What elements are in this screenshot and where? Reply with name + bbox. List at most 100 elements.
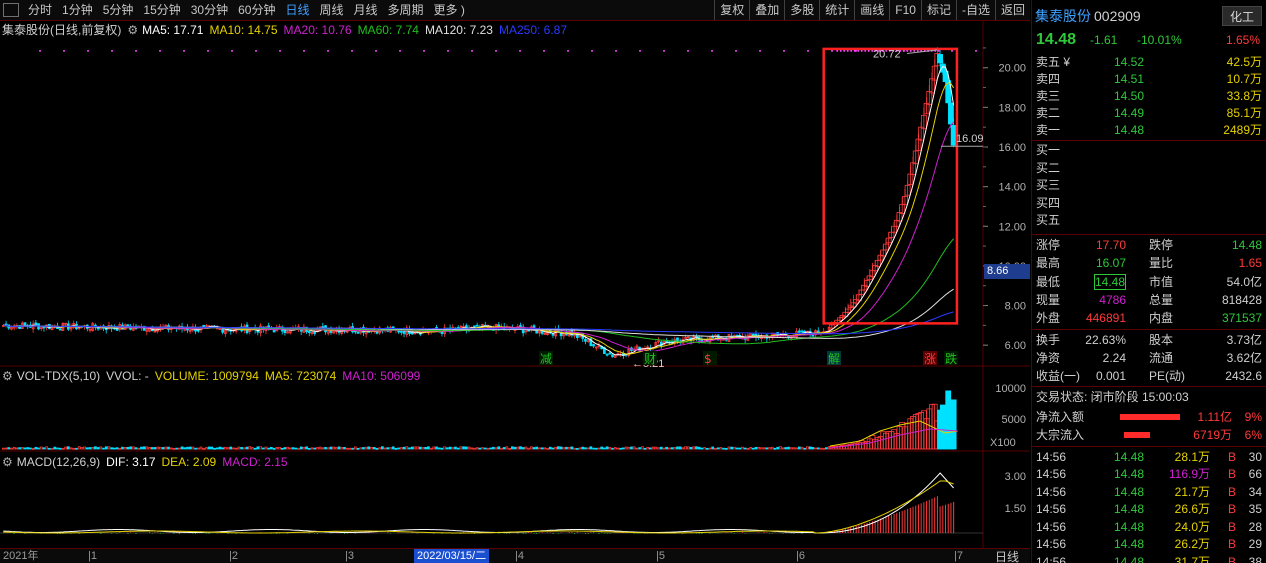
price-change-pct: -10.01% [1137,33,1182,47]
tool-button-0[interactable]: 复权 [714,0,749,20]
volume-bar [196,447,200,450]
candle-up [627,348,631,356]
volume-bar [546,447,549,450]
volume-bar [686,446,690,450]
stat-label: PE(动) [1149,368,1186,383]
ma20-value: MA20: 10.76 [283,23,352,37]
tick-price: 14.48 [1114,502,1145,516]
stat2-row-2: 收益(一) 0.001 PE(动) 2432.6 [1032,367,1266,385]
settings-gear-icon[interactable]: ⚙ [2,455,13,469]
candle-down [115,328,119,331]
tool-button-3[interactable]: 统计 [819,0,854,20]
tool-button-2[interactable]: 多股 [784,0,819,20]
stock-name[interactable]: 集泰股份 002909 [1035,6,1141,26]
volume-ma5-line [829,420,959,447]
tool-button-1[interactable]: 叠加 [749,0,784,20]
volume-bar [489,447,493,450]
bid-row-3[interactable]: 买三 [1032,177,1266,194]
volume-bar [521,447,525,450]
limit-up-dot [846,49,849,52]
candle-up [657,340,660,343]
tool-button-5[interactable]: F10 [889,0,921,20]
trade-status: 交易状态: 闭市阶段 15:00:03 [1036,389,1189,404]
volume-bar [779,446,782,450]
period-tab-6[interactable]: 日线 [285,3,310,17]
period-tab-2[interactable]: 5分钟 [102,3,134,17]
ask-row-3[interactable]: 卖三 14.50 33.8万 [1032,88,1266,105]
tool-button-7[interactable]: -自选 [955,0,995,20]
volume-bar [950,399,957,450]
period-tab-8[interactable]: 月线 [353,3,378,17]
flow-row-1: 大宗流入 6719万 6% [1032,426,1266,444]
volume-bar [294,447,298,450]
signal-dot [879,49,881,52]
volume-bar [662,447,666,450]
settings-gear-icon[interactable]: ⚙ [2,369,13,383]
settings-gear-icon[interactable]: ⚙ [127,23,139,37]
volume-bar [148,447,151,450]
volume-bar [589,446,593,450]
volume-bar [475,447,479,450]
volume-bar [353,446,357,450]
period-tab-4[interactable]: 30分钟 [190,3,229,17]
period-tab-0[interactable]: 分时 [28,3,53,17]
industry-button[interactable]: 化工 [1222,6,1262,26]
ask-row-1[interactable]: 卖一 14.48 2489万 [1032,122,1266,139]
volume-bar [624,446,628,450]
kline-chart-area[interactable]: 20.0018.0016.0014.0012.0010.008.006.0010… [0,21,1030,548]
bid-row-1[interactable]: 买一 [1032,142,1266,159]
stat-row-0: 涨停 17.70 跌停 14.48 [1032,236,1266,254]
period-tab-7[interactable]: 周线 [319,3,344,17]
volume-bar [816,447,820,450]
volume-bar [96,447,100,450]
volume-bar [29,447,32,450]
period-tab-9[interactable]: 多周期 [387,3,424,17]
bid-row-2[interactable]: 买二 [1032,160,1266,177]
volume-bar [85,447,89,450]
tool-button-6[interactable]: 标记 [920,0,956,20]
signal-dot [375,49,377,52]
signal-dot [447,49,449,52]
signal-dot [63,49,65,52]
limit-up-dot [850,49,853,52]
volume-bar [199,446,203,450]
volume-bar [708,447,712,450]
period-label[interactable]: 日线 [995,550,1020,563]
bid-row-5[interactable]: 买五 [1032,212,1266,229]
tick-time: 14:56 [1036,502,1067,516]
bid-row-4[interactable]: 买四 [1032,195,1266,212]
tick-side: B [1227,467,1236,481]
period-tab-5[interactable]: 60分钟 [238,3,276,17]
signal-dot [471,49,473,52]
ask-row-5[interactable]: 卖五 ¥ 14.52 42.5万 [1032,54,1266,71]
volume-bar [389,447,392,450]
volume-bar [619,447,622,450]
volume-bar [321,447,325,450]
menu-icon[interactable] [3,3,19,17]
signal-dot [183,49,185,52]
volume-bar [749,447,752,450]
volume-bar [234,447,238,450]
volume-bar [700,447,704,450]
ma20-line [3,121,954,352]
ask-row-2[interactable]: 卖二 14.49 85.1万 [1032,105,1266,122]
volume-bar [627,446,631,450]
period-tab-3[interactable]: 15分钟 [143,3,181,17]
ask-label: 卖二 [1036,106,1061,120]
tool-button-4[interactable]: 画线 [854,0,889,20]
candle-up [64,322,67,325]
price-cursor-tag: 8.66 [984,264,1030,279]
tool-button-8[interactable]: 返回 [994,0,1030,20]
period-tab-10[interactable]: 更多 ) [433,3,465,17]
signal-dot [543,49,545,52]
candle-up [310,331,314,334]
volume-bar [567,446,571,450]
volume-bar [107,446,111,450]
ask-row-4[interactable]: 卖四 14.51 10.7万 [1032,71,1266,88]
stat-value: 14.48 [1093,273,1126,290]
volume-bar [822,447,826,450]
volume-bar [367,446,371,450]
period-toolbar: 分时 1分钟 5分钟 15分钟 30分钟 60分钟 日线 周线 月线 多周期 更多 ) 复权 叠加 多股… [0,0,1030,21]
period-tab-1[interactable]: 1分钟 [62,3,93,17]
candle-up [413,332,417,335]
